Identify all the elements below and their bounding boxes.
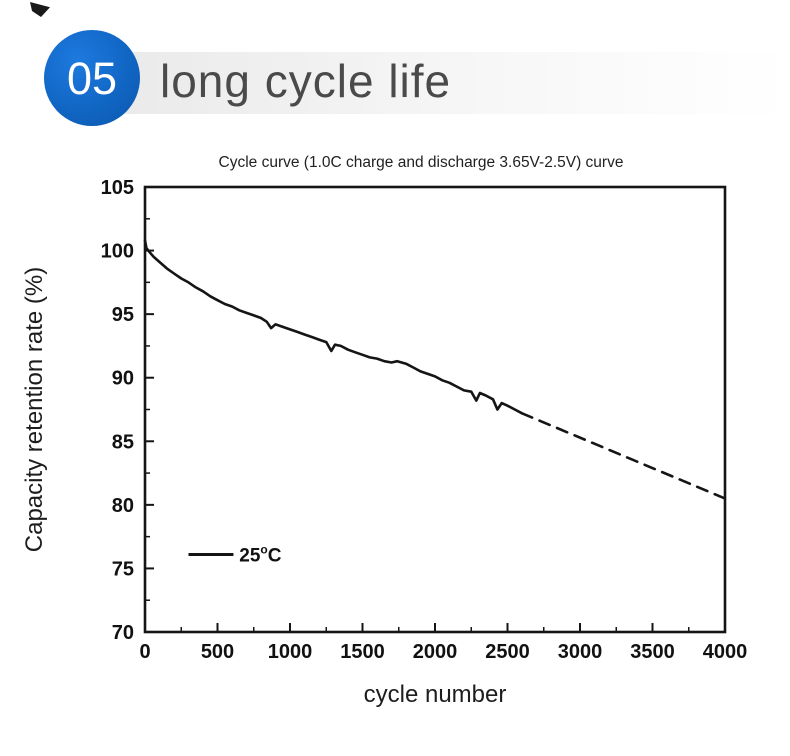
x-tick-label: 2000 xyxy=(413,641,458,663)
y-tick-label: 70 xyxy=(112,622,134,644)
section-header: 05 long cycle life xyxy=(0,0,790,150)
title-background-band xyxy=(118,52,790,114)
series-dashed-line xyxy=(520,412,727,500)
x-tick-label: 4000 xyxy=(703,641,748,663)
x-tick-label: 2500 xyxy=(485,641,530,663)
x-tick-label: 1000 xyxy=(268,641,313,663)
x-tick-label: 0 xyxy=(139,641,150,663)
y-tick-label: 100 xyxy=(101,241,134,263)
legend-label: 25oC xyxy=(239,542,281,566)
x-tick-label: 500 xyxy=(201,641,234,663)
page-title: long cycle life xyxy=(160,55,452,107)
section-number-badge: 05 xyxy=(44,30,140,126)
y-tick-label: 90 xyxy=(112,368,134,390)
section-number: 05 xyxy=(66,52,118,104)
series-solid-line xyxy=(143,239,524,415)
x-tick-label: 3500 xyxy=(630,641,675,663)
chart-subtitle: Cycle curve (1.0C charge and discharge 3… xyxy=(218,154,624,171)
plot-frame xyxy=(143,185,727,634)
y-tick-label: 95 xyxy=(112,304,134,326)
cycle-life-plot: 0 500 1000 1500 2000 2500 3000 3500 4000 70 75 80 85… xyxy=(21,177,748,708)
x-tick-label: 3000 xyxy=(558,641,603,663)
x-tick-label: 1500 xyxy=(340,641,385,663)
cycle-life-chart: 0 500 1000 1500 2000 2500 3000 3500 4000 70 75 80 85… xyxy=(0,172,790,754)
y-tick-label: 85 xyxy=(112,431,134,453)
y-tick-label: 80 xyxy=(112,495,134,517)
y-tick-label: 105 xyxy=(101,177,134,199)
y-tick-label: 75 xyxy=(112,558,134,580)
x-axis-title: cycle number xyxy=(364,681,507,708)
y-axis-title: Capacity retention rate (%) xyxy=(21,267,48,552)
